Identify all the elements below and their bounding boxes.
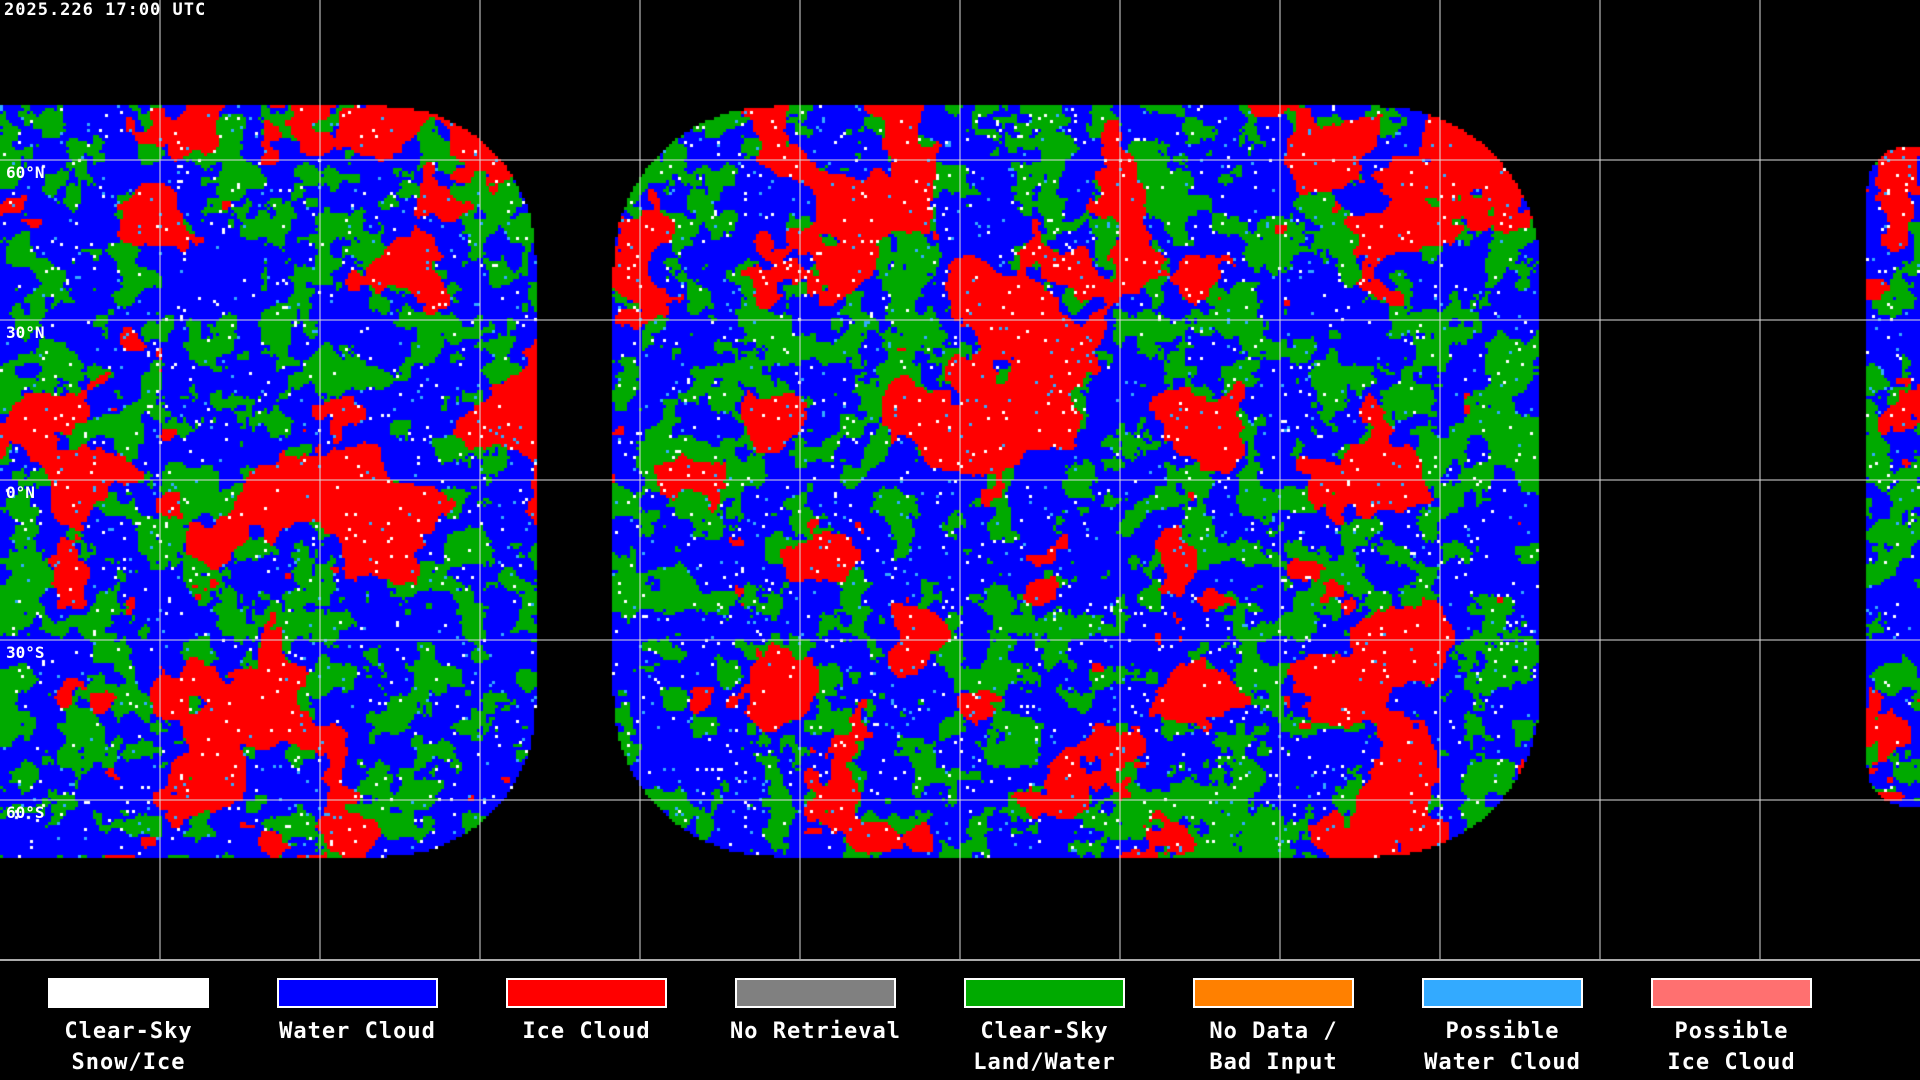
legend-label: Ice Cloud [522,1019,651,1044]
legend-swatch [48,978,209,1008]
lat-label-30s: 30°S [6,643,45,662]
map-border [0,959,1920,961]
legend-label: No Data / [1209,1019,1338,1044]
legend-swatch [1422,978,1583,1008]
legend-label: Clear-Sky [980,1019,1109,1044]
legend-label: Snow/Ice [71,1050,186,1075]
legend: Clear-Sky Snow/Ice Water Cloud Ice Cloud … [0,960,1920,1080]
legend-swatch [1651,978,1812,1008]
timestamp: 2025.226 17:00 UTC [4,0,207,20]
legend-swatch [735,978,896,1008]
lat-lon-grid [0,0,1920,960]
legend-item-possible-water-cloud: Possible Water Cloud [1388,978,1617,1078]
lat-label-0n: 0°N [6,483,35,502]
legend-label: Land/Water [973,1050,1116,1075]
legend-item-ice-cloud: Ice Cloud [472,978,701,1047]
legend-label: Clear-Sky [64,1019,193,1044]
legend-swatch [964,978,1125,1008]
lat-label-60s: 60°S [6,803,45,822]
legend-item-clear-sky-land-water: Clear-Sky Land/Water [930,978,1159,1078]
legend-label: Water Cloud [279,1019,436,1044]
legend-label: Water Cloud [1424,1050,1581,1075]
legend-item-no-retrieval: No Retrieval [701,978,930,1047]
lat-label-30n: 30°N [6,323,45,342]
legend-swatch [1193,978,1354,1008]
legend-item-water-cloud: Water Cloud [243,978,472,1047]
legend-swatch [277,978,438,1008]
legend-label: Ice Cloud [1667,1050,1796,1075]
legend-label: Bad Input [1209,1050,1338,1075]
legend-label: No Retrieval [730,1019,901,1044]
lat-label-60n: 60°N [6,163,45,182]
legend-item-no-data: No Data / Bad Input [1159,978,1388,1078]
legend-swatch [506,978,667,1008]
legend-label: Possible [1674,1019,1789,1044]
legend-label: Possible [1445,1019,1560,1044]
legend-item-clear-sky-snow-ice: Clear-Sky Snow/Ice [14,978,243,1078]
legend-item-possible-ice-cloud: Possible Ice Cloud [1617,978,1846,1078]
